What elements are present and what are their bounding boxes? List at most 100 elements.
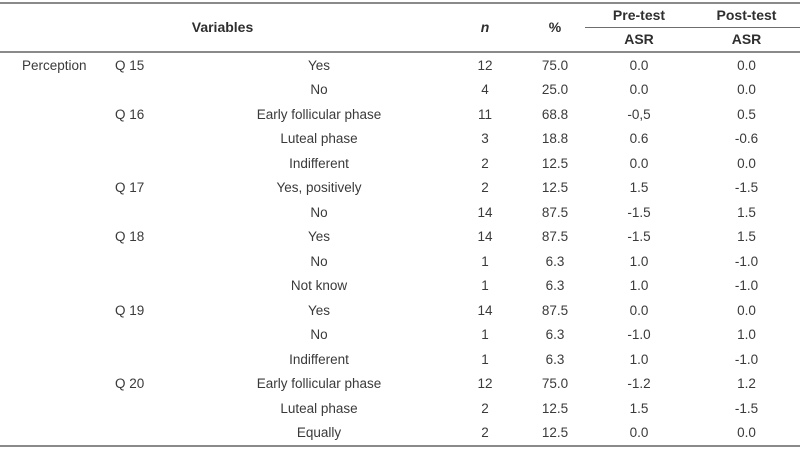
header-pretest: Pre-test <box>585 3 693 28</box>
response-cell: Yes <box>307 57 331 73</box>
question-cell <box>90 200 193 225</box>
question-cell: Q 15 <box>115 57 145 73</box>
question-cell: Q 19 <box>115 302 145 318</box>
posttest-asr-cell: 0.0 <box>737 82 756 98</box>
table-row: Indifferent 1 6.3 1.0 -1.0 <box>0 347 800 372</box>
response-cell: Indifferent <box>289 155 349 171</box>
question-cell <box>90 396 193 421</box>
n-cell: 2 <box>481 400 489 416</box>
table-row: Luteal phase 2 12.5 1.5 -1.5 <box>0 396 800 421</box>
table-row: Q 19 Yes 14 87.5 0.0 0.0 <box>0 298 800 323</box>
group-cell <box>0 372 90 397</box>
question-cell: Q 16 <box>115 106 145 122</box>
group-cell <box>0 323 90 348</box>
table-row: Indifferent 2 12.5 0.0 0.0 <box>0 151 800 176</box>
header-pretest-asr: ASR <box>624 30 654 47</box>
group-cell <box>0 102 90 127</box>
percent-cell: 6.3 <box>545 351 565 367</box>
response-cell: Yes, positively <box>276 180 362 196</box>
response-cell: Early follicular phase <box>256 376 382 392</box>
n-cell: 12 <box>477 57 493 73</box>
response-cell: No <box>310 204 328 220</box>
group-cell <box>0 249 90 274</box>
posttest-asr-cell: 0.0 <box>737 302 756 318</box>
group-cell <box>0 200 90 225</box>
percent-cell: 25.0 <box>541 82 569 98</box>
posttest-asr-cell: -0.6 <box>734 131 759 147</box>
posttest-asr-cell: 0.0 <box>737 425 756 441</box>
n-cell: 1 <box>481 253 489 269</box>
percent-cell: 12.5 <box>541 180 569 196</box>
pretest-asr-cell: 0.0 <box>629 57 649 73</box>
percent-cell: 6.3 <box>545 253 565 269</box>
percent-cell: 12.5 <box>541 400 569 416</box>
percent-cell: 87.5 <box>541 204 569 220</box>
percent-cell: 68.8 <box>541 106 569 122</box>
n-cell: 1 <box>481 278 489 294</box>
n-cell: 3 <box>481 131 489 147</box>
question-cell <box>90 347 193 372</box>
percent-cell: 18.8 <box>541 131 569 147</box>
posttest-asr-cell: 1.5 <box>737 229 756 245</box>
n-cell: 2 <box>481 155 489 171</box>
group-cell <box>0 151 90 176</box>
n-cell: 2 <box>481 180 489 196</box>
pretest-asr-cell: 0.6 <box>629 131 649 147</box>
pretest-asr-cell: -0,5 <box>627 106 651 122</box>
table-row: Q 17 Yes, positively 2 12.5 1.5 -1.5 <box>0 176 800 201</box>
table-row: Perception Q 15 Yes 12 75.0 0.0 0.0 <box>0 52 800 78</box>
group-cell <box>0 127 90 152</box>
header-posttest-asr: ASR <box>731 30 762 47</box>
table-row: No 14 87.5 -1.5 1.5 <box>0 200 800 225</box>
posttest-asr-cell: -1.0 <box>734 351 759 367</box>
question-cell <box>90 323 193 348</box>
group-cell <box>0 78 90 103</box>
response-cell: Yes <box>307 229 331 245</box>
table-row: Equally 2 12.5 0.0 0.0 <box>0 421 800 447</box>
pretest-asr-cell: 0.0 <box>629 155 649 171</box>
pretest-asr-cell: -1.0 <box>627 327 651 343</box>
table-row: Q 18 Yes 14 87.5 -1.5 1.5 <box>0 225 800 250</box>
pretest-asr-cell: 1.0 <box>629 351 649 367</box>
group-cell <box>0 298 90 323</box>
group-cell <box>0 396 90 421</box>
n-cell: 12 <box>477 376 493 392</box>
response-cell: Indifferent <box>289 351 349 367</box>
pretest-asr-cell: 0.0 <box>629 82 649 98</box>
table-header: Variables n % Pre-test Post-test ASR ASR <box>0 3 800 52</box>
posttest-asr-cell: -1.5 <box>734 180 759 196</box>
posttest-asr-cell: -1.0 <box>734 253 759 269</box>
response-cell: Equally <box>296 425 342 441</box>
percent-cell: 6.3 <box>545 327 565 343</box>
n-cell: 11 <box>477 106 492 122</box>
question-cell <box>90 151 193 176</box>
n-cell: 4 <box>481 82 489 98</box>
question-cell <box>90 249 193 274</box>
n-cell: 1 <box>481 351 489 367</box>
pretest-asr-cell: 0.0 <box>629 425 649 441</box>
posttest-asr-cell: 0.0 <box>737 57 756 73</box>
header-row-top: Variables n % Pre-test Post-test <box>0 3 800 34</box>
pretest-asr-cell: 1.5 <box>629 180 649 196</box>
table-row: Not know 1 6.3 1.0 -1.0 <box>0 274 800 299</box>
header-percent: % <box>548 18 562 35</box>
question-cell <box>90 421 193 447</box>
header-n: n <box>480 18 490 35</box>
percent-cell: 12.5 <box>541 425 569 441</box>
posttest-asr-cell: 0.5 <box>737 106 756 122</box>
group-cell: Perception <box>22 57 87 73</box>
question-cell: Q 18 <box>115 229 145 245</box>
group-cell <box>0 347 90 372</box>
group-cell <box>0 176 90 201</box>
response-cell: No <box>310 253 328 269</box>
group-cell <box>0 421 90 447</box>
posttest-asr-cell: -1.5 <box>734 400 759 416</box>
percent-cell: 75.0 <box>541 376 569 392</box>
pretest-asr-cell: 1.5 <box>629 400 649 416</box>
response-cell: No <box>310 82 328 98</box>
table-row: Q 16 Early follicular phase 11 68.8 -0,5 0.5 <box>0 102 800 127</box>
n-cell: 14 <box>477 204 493 220</box>
n-cell: 1 <box>481 327 489 343</box>
